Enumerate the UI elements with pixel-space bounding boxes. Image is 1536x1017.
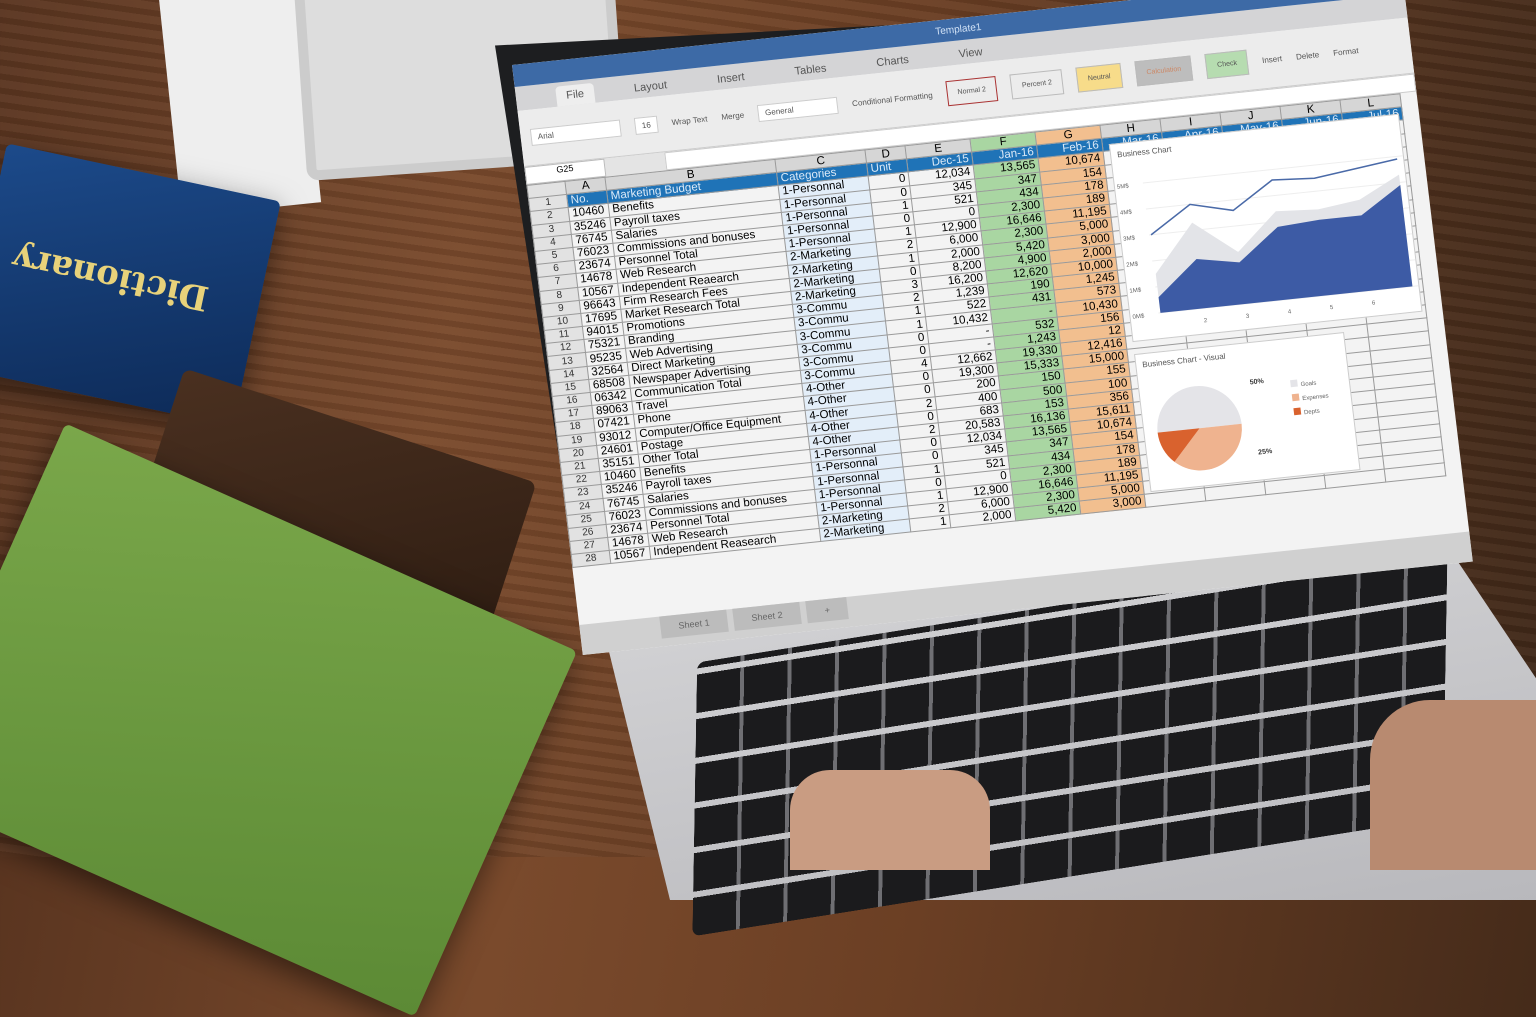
x-tick-label: 5 bbox=[1330, 305, 1335, 311]
x-tick-label: 3 bbox=[1246, 314, 1251, 320]
delete-cells-button[interactable]: Delete bbox=[1295, 50, 1320, 62]
pie-chart-box[interactable]: Business Chart - Visual Goals Expenses Dep… bbox=[1134, 332, 1361, 493]
legend-swatch bbox=[1291, 393, 1300, 402]
pie-chart: Goals Expenses Depts 50% 25% bbox=[1157, 378, 1329, 471]
y-tick-label: 4M$ bbox=[1120, 210, 1133, 217]
business-chart[interactable]: Business Chart 0M$ 1M$ 2M$ 3M$ 4M$ 5M$ 2 3 4 5 6 bbox=[1108, 113, 1423, 343]
style-normal2[interactable]: Normal 2 bbox=[945, 75, 999, 107]
y-tick-label: 2M$ bbox=[1126, 262, 1139, 269]
legend-label: Goals bbox=[1300, 381, 1316, 389]
pie-data-label: 50% bbox=[1249, 378, 1265, 387]
font-size-select[interactable]: 16 bbox=[633, 115, 659, 136]
style-neutral[interactable]: Neutral bbox=[1075, 62, 1124, 93]
y-tick-label: 5M$ bbox=[1117, 184, 1130, 191]
legend-label: Depts bbox=[1304, 409, 1320, 417]
legend-swatch bbox=[1293, 407, 1302, 416]
legend-label: Expenses bbox=[1302, 393, 1329, 402]
add-sheet-button[interactable]: + bbox=[805, 596, 850, 624]
area-chart: 0M$ 1M$ 2M$ 3M$ 4M$ 5M$ 2 3 4 5 6 bbox=[1117, 155, 1419, 324]
y-tick-label: 0M$ bbox=[1132, 314, 1145, 321]
x-tick-label: 6 bbox=[1372, 300, 1377, 306]
window-title: Template1 bbox=[934, 21, 983, 38]
style-percent2[interactable]: Percent 2 bbox=[1009, 69, 1065, 100]
chart-area: Business Chart 0M$ 1M$ 2M$ 3M$ 4M$ 5M$ 2 3 4 5 6 B… bbox=[1108, 113, 1442, 504]
pie-slice-depts bbox=[1157, 428, 1200, 462]
x-tick-label: 2 bbox=[1204, 318, 1209, 324]
pie-slice-goals bbox=[1157, 386, 1242, 433]
font-select[interactable]: Arial bbox=[529, 119, 622, 146]
book-title: Dictionary bbox=[9, 237, 213, 319]
hand-right bbox=[1370, 700, 1536, 870]
spreadsheet-window: Template1 File Layout Insert Tables Char… bbox=[512, 0, 1473, 656]
legend-swatch bbox=[1290, 379, 1298, 388]
cell[interactable]: 1 bbox=[909, 515, 951, 533]
row-number[interactable]: 28 bbox=[571, 550, 611, 568]
sheet-tab-1[interactable]: Sheet 1 bbox=[659, 609, 729, 639]
sheet-tab-2[interactable]: Sheet 2 bbox=[732, 601, 802, 631]
pie-slice-expenses bbox=[1174, 423, 1242, 471]
gridline bbox=[1142, 155, 1403, 184]
format-cells-button[interactable]: Format bbox=[1332, 46, 1360, 58]
style-calculation[interactable]: Calculation bbox=[1134, 55, 1194, 87]
pie-data-label: 25% bbox=[1258, 448, 1274, 457]
line-series bbox=[1150, 158, 1398, 236]
area-series-2 bbox=[1158, 184, 1413, 313]
conditional-formatting-button[interactable]: Conditional Formatting bbox=[851, 90, 934, 109]
tab-file[interactable]: File bbox=[555, 82, 596, 107]
x-tick-label: 4 bbox=[1288, 309, 1293, 315]
style-check[interactable]: Check bbox=[1204, 49, 1250, 80]
number-format-select[interactable]: General bbox=[757, 96, 840, 123]
wrap-text-button[interactable]: Wrap Text bbox=[671, 114, 708, 128]
insert-cells-button[interactable]: Insert bbox=[1261, 54, 1283, 66]
y-tick-label: 1M$ bbox=[1129, 288, 1142, 295]
merge-button[interactable]: Merge bbox=[720, 110, 745, 122]
y-tick-label: 3M$ bbox=[1123, 236, 1136, 243]
hand-left bbox=[790, 770, 990, 870]
